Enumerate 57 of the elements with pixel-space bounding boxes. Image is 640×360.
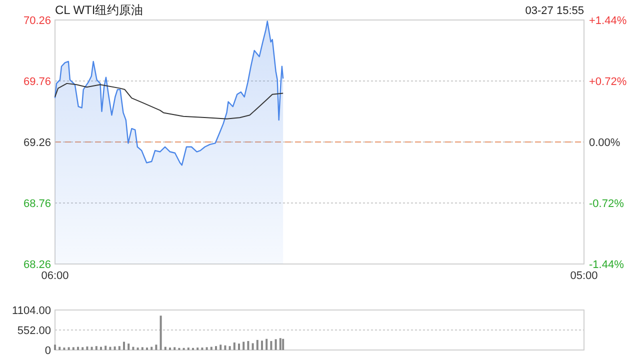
y-tick-label: 68.26 — [23, 258, 51, 271]
bar — [256, 340, 258, 350]
bar — [72, 347, 74, 350]
bar — [160, 316, 162, 350]
bar — [114, 346, 116, 350]
bar — [68, 347, 70, 350]
bar — [242, 342, 245, 350]
bar — [54, 344, 56, 350]
y-tick-label: 69.76 — [23, 76, 51, 88]
x-tick-label: 06:00 — [41, 270, 69, 282]
bar — [77, 346, 79, 350]
bar — [210, 346, 212, 350]
bar — [109, 346, 112, 350]
y2-tick-label: -0.72% — [589, 198, 624, 210]
y2-tick-label: +1.44% — [589, 14, 627, 27]
y2-tick-label: 0.00% — [589, 136, 620, 149]
bar — [164, 346, 166, 350]
bar — [118, 346, 120, 350]
bar — [86, 346, 88, 350]
bar — [155, 344, 158, 350]
bar — [238, 344, 240, 350]
bar — [123, 342, 125, 350]
bar — [104, 346, 107, 350]
bar — [279, 338, 282, 350]
bar — [82, 347, 84, 350]
bar — [215, 346, 217, 350]
bar — [90, 346, 93, 350]
bar — [274, 339, 277, 350]
x-tick-label: 05:00 — [570, 270, 598, 282]
bar — [266, 338, 268, 350]
bar — [228, 346, 231, 350]
chart-title: CL WTI纽约原油 — [55, 3, 144, 17]
y-tick-label: 69.26 — [23, 136, 51, 149]
bar — [220, 344, 222, 350]
bar — [206, 347, 208, 350]
text: 03-27 15:55 — [525, 5, 584, 17]
bar — [132, 346, 134, 350]
y2-tick-label: +0.72% — [589, 76, 627, 88]
bar — [270, 341, 272, 350]
y-tick-label: 70.26 — [23, 14, 51, 27]
y-tick-label: 1104.00 — [12, 304, 51, 317]
bar — [100, 346, 102, 350]
y-tick-label: 0 — [44, 344, 51, 357]
y-tick-label: 552.00 — [17, 324, 51, 337]
bar — [261, 340, 263, 350]
bar — [128, 344, 130, 350]
y2-tick-label: -1.44% — [589, 258, 624, 271]
bar — [150, 346, 153, 350]
bar — [58, 346, 61, 350]
bar — [252, 343, 254, 350]
bar — [233, 342, 236, 350]
bar — [247, 341, 250, 350]
bar — [174, 347, 176, 350]
bar — [141, 347, 144, 350]
bar — [224, 345, 226, 350]
y-tick-label: 68.76 — [23, 198, 51, 210]
bar — [95, 346, 98, 350]
